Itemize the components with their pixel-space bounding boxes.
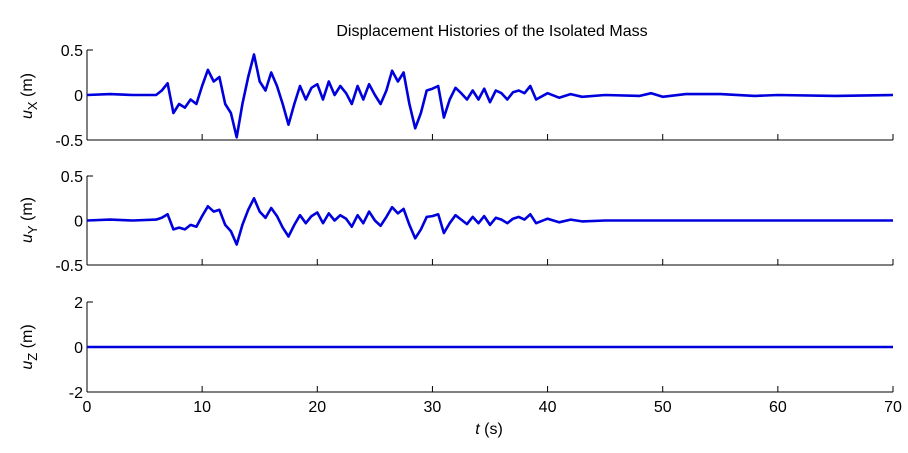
ylabel-uz: uZ (m) <box>19 324 40 369</box>
y-tick-label: 0.5 <box>61 43 83 60</box>
x-tick-label: 0 <box>83 399 92 416</box>
x-tick-label: 10 <box>193 399 211 416</box>
series-line <box>86 197 893 246</box>
subplot-uy: -0.5 0 0.5 <box>55 169 894 275</box>
x-tick-label: 40 <box>539 399 557 416</box>
ylabel-ux: uX (m) <box>19 73 40 119</box>
y-tick-label: 0 <box>74 340 83 357</box>
series-line <box>86 53 894 139</box>
y-tick-label: -0.5 <box>55 133 83 150</box>
subplot-ux: -0.5 0 0.5 <box>55 43 894 150</box>
y-tick-label: -0.5 <box>55 258 83 275</box>
y-tick-label: 0 <box>74 88 83 105</box>
y-tick-label: 2 <box>74 295 83 312</box>
chart-title: Displacement Histories of the Isolated M… <box>336 23 647 40</box>
y-tick-label: 0 <box>74 214 83 231</box>
xlabel-time: t (s) <box>475 421 503 438</box>
x-tick-label: 70 <box>884 399 902 416</box>
x-tick-label: 20 <box>308 399 326 416</box>
y-tick-label: 0.5 <box>61 169 83 186</box>
ylabel-uy: uY (m) <box>19 197 40 243</box>
x-tick-label: 30 <box>424 399 442 416</box>
y-tick-label: -2 <box>69 385 83 402</box>
x-tick-label: 50 <box>654 399 672 416</box>
x-tick-label: 60 <box>769 399 787 416</box>
